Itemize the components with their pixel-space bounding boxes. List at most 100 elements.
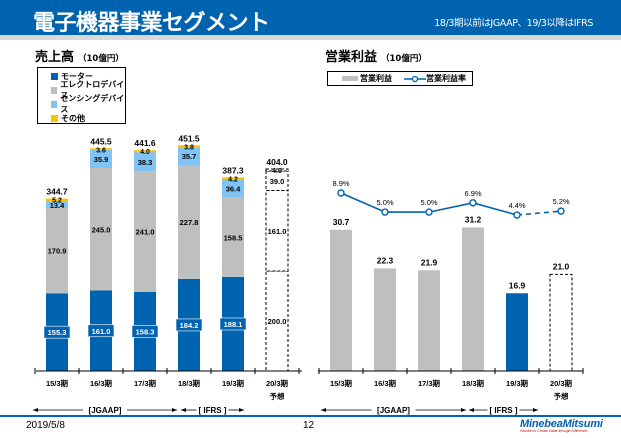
margin-label: 8.9% [332,179,349,188]
legend-swatch [51,86,58,94]
margin-label: 5.2% [552,197,569,206]
bar [374,268,396,371]
bar-value-label: 4.0 [140,149,150,156]
margin-point [513,211,521,219]
arrow-right-icon [461,408,466,412]
op-income-legend: 営業利益 営業利益率 [327,71,473,86]
legend-label: 営業利益 [360,74,392,83]
legend-label: エレクトロデバイス [60,80,125,100]
bar-value-label: 16.9 [509,280,526,290]
x-tick-label: 19/3期 [222,378,245,388]
footer-date: 2019/5/8 [26,420,65,431]
bar-total-label: 387.3 [222,165,244,175]
bar-segment [178,147,200,165]
legend-item-sensing: センシングデバイス [51,94,125,114]
x-tick-label: 17/3期 [134,378,157,388]
x-tick-label: 20/3期 [266,378,289,388]
arrow-left-icon [181,408,186,412]
bar-value-label: 35.9 [94,155,109,164]
sales-title: 売上高 （10億円） [35,46,124,65]
margin-point [337,189,345,197]
value-label-bg [131,325,159,338]
bar-total-label: 344.7 [46,187,68,197]
bar-segment-forecast [265,168,289,172]
bar-value-label: 22.3 [377,255,394,265]
margin-label: 6.9% [464,189,481,198]
bar-value-label: 3.8 [184,144,194,151]
bar-value-label: 184.2 [180,321,199,330]
legend-item-electro: エレクトロデバイス [51,80,125,100]
bar-value-label: 170.9 [48,247,67,256]
x-tick-label: 15/3期 [46,378,69,388]
page-title: 電子機器事業セグメント [33,11,270,36]
x-tick-label: 15/3期 [330,378,353,388]
bar-value-label: 38.3 [138,158,153,167]
bar-segment [134,171,156,292]
logo-text: MinebeaMitsumi [520,418,603,430]
margin-point [425,208,433,216]
legend-label: その他 [61,113,85,123]
margin-label: 4.4% [508,201,525,210]
legend-label: モーター [61,71,93,81]
legend-item-other: その他 [51,111,125,125]
legend-swatch-line [404,75,426,82]
x-tick-label: 17/3期 [418,378,441,388]
x-tick-label: 18/3期 [462,378,485,388]
bar-value-label: 200.0 [268,317,287,326]
margin-point [557,207,565,215]
bar-value-label: 241.0 [136,228,155,237]
bar-segment [178,165,200,279]
bar-total-label: 441.6 [134,138,156,148]
bar-value-label: 13.4 [50,201,65,210]
accounting-note: 18/3期以前はJGAAP、19/3以降はIFRS [434,18,593,29]
arrow-right-icon [533,408,538,412]
margin-point [381,208,389,216]
bar-segment [134,150,156,153]
bar [418,270,440,371]
bar-segment [222,179,244,198]
margin-label: 5.0% [420,198,437,207]
bar-value-label: 245.0 [92,225,111,234]
footer-divider [0,415,621,417]
x-tick-label: 16/3期 [90,378,113,388]
op-income-title-text: 営業利益 [325,50,378,65]
bar-value-label: 4.0 [272,168,282,175]
margin-line-forecast [516,210,562,216]
forecast-label: 予想 [554,391,569,401]
bar-value-label: 36.4 [226,185,241,194]
arrow-left-icon [321,408,326,412]
bar-forecast [549,273,573,372]
era-label-ifrs: [ IFRS ] [199,406,227,415]
bar-segment [90,168,112,291]
bar-value-label: 161.0 [92,327,111,336]
bar-value-label: 30.7 [333,217,350,227]
page-number: 12 [303,420,315,431]
bar-total-label: 404.0 [266,157,288,167]
era-label-ifrs: [ IFRS ] [490,406,518,415]
arrow-left-icon [469,408,474,412]
bar-value-label: 188.1 [224,320,243,329]
bar-segment [178,145,200,148]
bar [462,227,484,371]
value-label-bg [43,325,71,339]
value-label-bg [175,318,203,332]
bar-segment [222,177,244,180]
op-income-unit: （10億円） [381,54,427,64]
legend-label: センシングデバイス [60,94,125,114]
x-tick-label: 16/3期 [374,378,397,388]
arrow-left-icon [33,408,38,412]
legend-swatch [51,72,58,80]
bar-total-label: 445.5 [90,136,112,146]
bar-value-label: 39.0 [270,177,285,186]
sales-legend: モーター エレクトロデバイス センシングデバイス その他 [37,67,126,124]
sales-unit: （10億円） [78,54,124,64]
bar-segment [46,207,68,294]
bar-segment [90,148,112,151]
x-tick-label: 19/3期 [506,378,529,388]
bar-value-label: 5.2 [52,198,62,205]
bar-value-label: 3.6 [96,147,106,154]
header-strip [0,35,621,40]
bar-value-label: 4.2 [228,176,238,183]
arrow-right-icon [239,408,244,412]
bar-segment [46,198,68,202]
